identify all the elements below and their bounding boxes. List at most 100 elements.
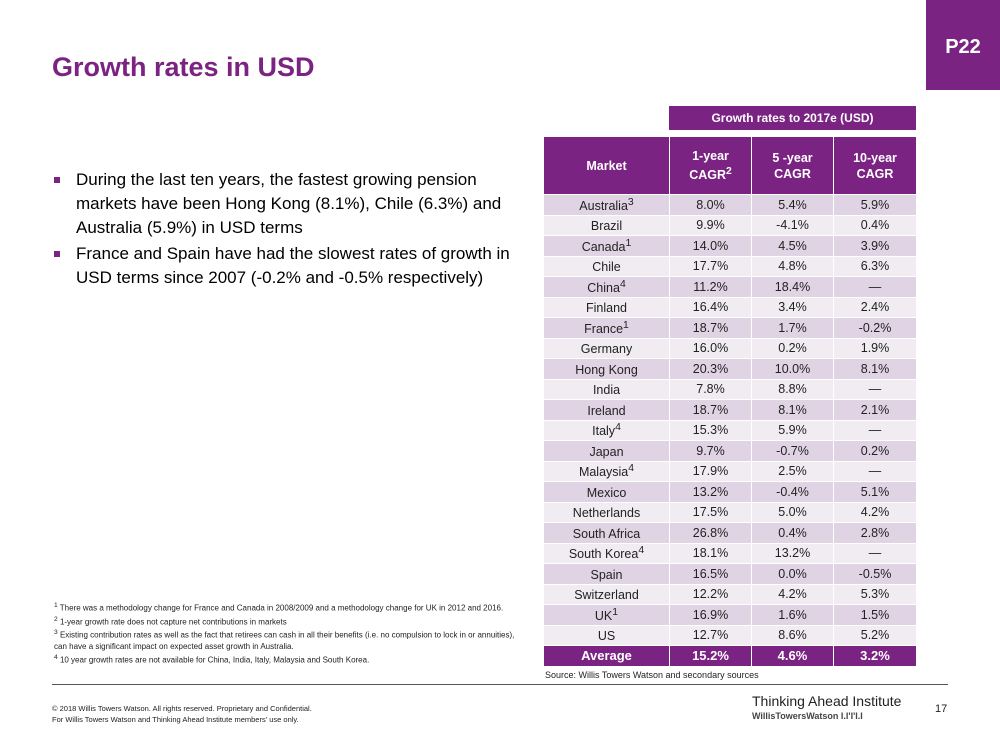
- table-row: India 7.8% 8.8% —: [543, 378, 917, 400]
- cell-5yr: 4.5%: [751, 235, 834, 257]
- cell-market: UK1: [543, 604, 670, 626]
- cell-10yr: -0.5%: [833, 563, 917, 585]
- copyright-line1: © 2018 Willis Towers Watson. All rights …: [52, 704, 312, 713]
- footnote-text: Existing contribution rates as well as t…: [54, 630, 515, 651]
- cell-1yr: 16.4%: [669, 296, 752, 318]
- header-10yr-line2: CAGR: [856, 166, 894, 181]
- cell-1yr: 16.9%: [669, 604, 752, 626]
- cell-1yr: 17.7%: [669, 255, 752, 277]
- table-row: Ireland 18.7% 8.1% 2.1%: [543, 399, 917, 421]
- table-row: US 12.7% 8.6% 5.2%: [543, 624, 917, 646]
- page-badge: P22: [926, 0, 1000, 90]
- header-5yr-line1: 5 -year: [772, 150, 813, 165]
- market-footnote-ref: 1: [625, 237, 632, 249]
- cell-1yr: 18.1%: [669, 542, 752, 564]
- cell-1yr: 8.0%: [669, 194, 752, 216]
- table-row: France1 18.7% 1.7% -0.2%: [543, 317, 917, 339]
- growth-rates-group-header: Growth rates to 2017e (USD): [669, 106, 916, 130]
- cell-10yr: 1.5%: [833, 604, 917, 626]
- market-footnote-ref: 4: [619, 278, 626, 290]
- market-footnote-ref: 1: [612, 606, 619, 618]
- cell-10yr: —: [833, 378, 917, 400]
- market-name: Italy: [592, 424, 616, 439]
- cell-5yr: 10.0%: [751, 358, 834, 380]
- cell-1yr: 13.2%: [669, 481, 752, 503]
- bullet-item: France and Spain have had the slowest ra…: [52, 242, 537, 290]
- market-footnote-ref: 4: [638, 545, 645, 557]
- market-name: Netherlands: [572, 506, 641, 521]
- table-row: South Africa 26.8% 0.4% 2.8%: [543, 522, 917, 544]
- cell-1yr: 9.7%: [669, 440, 752, 462]
- cell-market: Netherlands: [543, 501, 670, 523]
- bullet-list: During the last ten years, the fastest g…: [52, 168, 537, 292]
- cell-10yr: 6.3%: [833, 255, 917, 277]
- cell-1yr: 18.7%: [669, 399, 752, 421]
- cell-5yr: 13.2%: [751, 542, 834, 564]
- cell-5yr: 1.7%: [751, 317, 834, 339]
- header-1yr-line1: 1-year: [692, 148, 729, 163]
- header-market: Market: [543, 136, 670, 195]
- copyright: © 2018 Willis Towers Watson. All rights …: [52, 703, 312, 725]
- bullet-square-icon: [54, 251, 60, 257]
- cell-5yr: 4.2%: [751, 583, 834, 605]
- cell-10yr: 8.1%: [833, 358, 917, 380]
- market-name: Hong Kong: [575, 362, 638, 377]
- cell-5yr: 8.1%: [751, 399, 834, 421]
- cell-5yr: 0.0%: [751, 563, 834, 585]
- bullet-square-icon: [54, 177, 60, 183]
- cell-market: Germany: [543, 337, 670, 359]
- market-name: Finland: [586, 301, 627, 316]
- cell-1yr: 12.7%: [669, 624, 752, 646]
- market-name: Japan: [589, 444, 624, 459]
- footnote-item: 3 Existing contribution rates as well as…: [54, 627, 524, 652]
- table-row: Hong Kong 20.3% 10.0% 8.1%: [543, 358, 917, 380]
- cell-market: Mexico: [543, 481, 670, 503]
- cell-average-label: Average: [543, 645, 670, 667]
- footnote-text: 10 year growth rates are not available f…: [59, 655, 370, 665]
- footnote-item: 4 10 year growth rates are not available…: [54, 652, 524, 666]
- cell-5yr: 8.8%: [751, 378, 834, 400]
- table-row: Japan 9.7% -0.7% 0.2%: [543, 440, 917, 462]
- table-row: Mexico 13.2% -0.4% 5.1%: [543, 481, 917, 503]
- table-row: UK1 16.9% 1.6% 1.5%: [543, 604, 917, 626]
- table-row: Finland 16.4% 3.4% 2.4%: [543, 296, 917, 318]
- cell-market: US: [543, 624, 670, 646]
- cell-market: South Korea4: [543, 542, 670, 564]
- cell-10yr: —: [833, 542, 917, 564]
- market-name: Chile: [592, 260, 621, 275]
- cell-5yr: 1.6%: [751, 604, 834, 626]
- cell-market: Chile: [543, 255, 670, 277]
- cell-market: Canada1: [543, 235, 670, 257]
- cell-1yr: 12.2%: [669, 583, 752, 605]
- market-name: Brazil: [590, 219, 623, 234]
- header-10yr-cagr: 10-year CAGR: [833, 136, 917, 195]
- page-title: Growth rates in USD: [52, 52, 315, 82]
- market-name: China: [587, 280, 620, 295]
- cell-average-1yr: 15.2%: [669, 645, 752, 667]
- table-row: Brazil 9.9% -4.1% 0.4%: [543, 214, 917, 236]
- market-name: India: [592, 383, 621, 398]
- market-footnote-ref: 4: [615, 422, 621, 434]
- cell-10yr: 2.1%: [833, 399, 917, 421]
- bullet-text: During the last ten years, the fastest g…: [76, 170, 502, 237]
- header-1yr-line2: CAGR: [689, 168, 726, 183]
- market-name: UK: [594, 608, 613, 623]
- cell-5yr: -4.1%: [751, 214, 834, 236]
- cell-1yr: 16.0%: [669, 337, 752, 359]
- market-name: Ireland: [587, 403, 626, 418]
- table-row: Germany 16.0% 0.2% 1.9%: [543, 337, 917, 359]
- cell-market: Australia3: [543, 194, 670, 216]
- cell-market: Ireland: [543, 399, 670, 421]
- cell-10yr: —: [833, 276, 917, 298]
- cell-5yr: -0.4%: [751, 481, 834, 503]
- footnote-number: 3: [54, 629, 58, 637]
- cell-market: Spain: [543, 563, 670, 585]
- table-row: Netherlands 17.5% 5.0% 4.2%: [543, 501, 917, 523]
- cell-5yr: -0.7%: [751, 440, 834, 462]
- copyright-line2: For Willis Towers Watson and Thinking Ah…: [52, 715, 299, 724]
- table-row: Switzerland 12.2% 4.2% 5.3%: [543, 583, 917, 605]
- footnote-number: 1: [54, 602, 58, 609]
- market-footnote-ref: 4: [628, 463, 635, 475]
- cell-average-10yr: 3.2%: [833, 645, 917, 667]
- cell-market: Malaysia4: [543, 460, 670, 482]
